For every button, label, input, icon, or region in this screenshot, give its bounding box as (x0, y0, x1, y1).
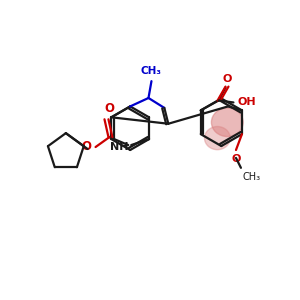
Ellipse shape (205, 127, 230, 150)
Text: O: O (223, 74, 232, 84)
Text: NH: NH (110, 142, 128, 152)
Text: O: O (82, 140, 92, 152)
Text: CH₃: CH₃ (243, 172, 261, 182)
Text: CH₃: CH₃ (141, 66, 162, 76)
Text: OH: OH (237, 98, 256, 107)
Ellipse shape (212, 108, 243, 136)
Text: O: O (104, 102, 114, 115)
Text: O: O (231, 154, 241, 164)
